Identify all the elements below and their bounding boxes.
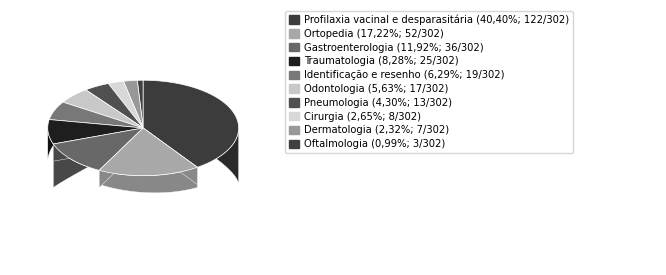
Polygon shape: [99, 128, 143, 188]
Polygon shape: [86, 84, 143, 128]
Polygon shape: [143, 128, 197, 185]
Polygon shape: [197, 129, 238, 185]
Polygon shape: [53, 128, 143, 170]
Polygon shape: [53, 128, 143, 161]
Polygon shape: [63, 90, 143, 128]
Polygon shape: [48, 128, 53, 161]
Polygon shape: [109, 81, 143, 128]
Polygon shape: [99, 128, 197, 176]
Polygon shape: [137, 80, 143, 128]
Polygon shape: [53, 128, 143, 161]
Polygon shape: [48, 120, 143, 144]
Polygon shape: [53, 144, 99, 188]
Legend: Profilaxia vacinal e desparasitária (40,40%; 122/302), Ortopedia (17,22%; 52/302: Profilaxia vacinal e desparasitária (40,…: [285, 10, 573, 153]
Polygon shape: [123, 80, 143, 128]
Polygon shape: [49, 102, 143, 128]
Polygon shape: [99, 167, 197, 193]
Polygon shape: [143, 128, 197, 185]
Polygon shape: [143, 80, 238, 167]
Polygon shape: [99, 128, 143, 188]
